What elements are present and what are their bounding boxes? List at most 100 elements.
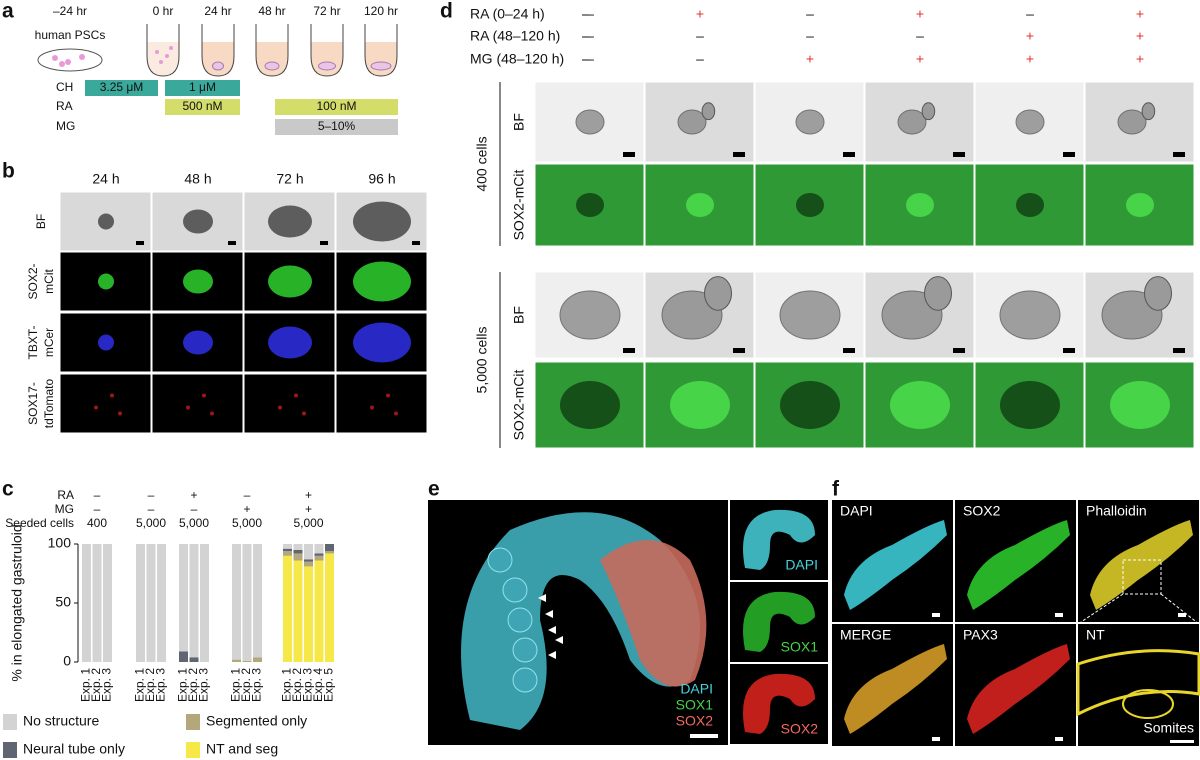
header-label: MG: [55, 502, 74, 516]
scale-bar: [733, 348, 745, 353]
bar-segment: [325, 553, 334, 662]
header-value: –: [191, 502, 198, 516]
legend-label: SOX1: [676, 697, 714, 713]
legend-swatch: [186, 742, 200, 758]
treatment-bar: [275, 99, 398, 115]
bar-segment: [314, 555, 324, 561]
bar-segment: [253, 544, 262, 658]
x-tick-label: Exp. 2: [89, 668, 103, 702]
bar-segment: [314, 560, 324, 662]
inset-organoid: [743, 509, 815, 570]
scale-bar: [1170, 740, 1194, 743]
scale-bar: [733, 152, 745, 157]
organoid: [183, 269, 213, 294]
y-tick-label: 0: [63, 653, 71, 669]
bar-segment: [232, 544, 241, 660]
y-tick-label: 100: [48, 535, 72, 551]
x-tick-label: Exp. 1: [280, 668, 294, 702]
cells: [159, 60, 163, 64]
bar-segment: [293, 560, 303, 662]
header-value: +: [190, 488, 197, 502]
bar-segment: [304, 544, 313, 560]
row-label: BF: [511, 306, 527, 324]
condition-label: MG (48–120 h): [470, 51, 564, 67]
legend-swatch: [186, 714, 200, 730]
bar-segment: [283, 544, 292, 549]
gastruloid: [264, 61, 280, 71]
header-value: –: [148, 502, 155, 516]
bar-segment: [293, 553, 303, 561]
condition-sign: +: [1026, 51, 1034, 67]
micrograph: [59, 373, 152, 434]
time-label: –24 hr: [53, 4, 87, 18]
x-tick-label: Exp. 5: [322, 668, 336, 702]
row-label: SOX2-: [26, 263, 40, 299]
bar-segment: [82, 544, 91, 662]
cells: [59, 61, 65, 67]
row-label: BF: [34, 214, 48, 229]
scale-bar: [412, 241, 420, 245]
bar-segment: [314, 544, 324, 554]
scale-bar: [1173, 348, 1185, 353]
header-value: +: [305, 488, 312, 502]
group-label: 5,000 cells: [474, 327, 490, 394]
bar-segment: [136, 544, 145, 662]
somite: [1122, 689, 1174, 719]
bar-segment: [189, 544, 199, 658]
somite: [512, 667, 538, 693]
organoid: [183, 330, 213, 355]
tissue: [1076, 649, 1200, 717]
y-tick-label: 50: [55, 594, 71, 610]
bar-segment: [242, 544, 252, 661]
bar-segment: [179, 651, 188, 662]
condition-sign: –: [586, 6, 594, 22]
micrograph: [151, 373, 244, 434]
legend-label: NT and seg: [206, 741, 278, 757]
condition-sign: +: [1026, 28, 1034, 44]
scale-bar: [690, 734, 718, 738]
bar-segment: [157, 544, 166, 662]
condition-sign: –: [806, 28, 814, 44]
panel-title: MERGE: [840, 627, 891, 643]
signal: [202, 393, 206, 398]
signal: [294, 393, 298, 398]
x-tick-label: Exp. 1: [176, 668, 190, 702]
arrowhead: [555, 636, 563, 644]
organoid: [686, 193, 714, 217]
inset-organoid: [743, 673, 815, 734]
somite: [502, 577, 528, 603]
tube: [364, 24, 398, 77]
x-tick-label: Exp. 2: [290, 668, 304, 702]
row-label: tdTomato: [42, 378, 56, 428]
condition-sign: +: [1136, 28, 1144, 44]
bar-segment: [179, 544, 188, 652]
time-label: 72 hr: [313, 4, 340, 18]
header-value: 5,000: [136, 516, 166, 530]
scale-bar: [843, 348, 855, 353]
gastruloid: [370, 61, 392, 71]
legend-swatch: [3, 742, 17, 758]
organoid: [1000, 381, 1060, 429]
condition-sign: +: [916, 51, 924, 67]
legend-label: SOX2: [676, 713, 714, 729]
organoid: [98, 213, 114, 230]
x-tick-label: Exp. 3: [197, 668, 211, 702]
panel-label: f: [832, 478, 840, 501]
tail: [1144, 276, 1172, 311]
organoid: [268, 326, 312, 359]
organoid: [1117, 109, 1147, 135]
legend-label: DAPI: [680, 681, 713, 697]
header-value: –: [94, 502, 101, 516]
arrowhead: [548, 626, 556, 634]
organoid: [560, 381, 620, 429]
treatment-label: 1 μM: [189, 80, 216, 94]
treatment-bar: [165, 99, 240, 115]
scale-bar: [1063, 152, 1075, 157]
organoid: [796, 193, 824, 217]
scale-bar: [932, 737, 940, 741]
organoid: [1015, 109, 1045, 135]
condition-sign: –: [696, 51, 704, 67]
treatment-label: 100 nM: [316, 99, 356, 113]
organoid: [559, 290, 621, 340]
organoid: [780, 381, 840, 429]
